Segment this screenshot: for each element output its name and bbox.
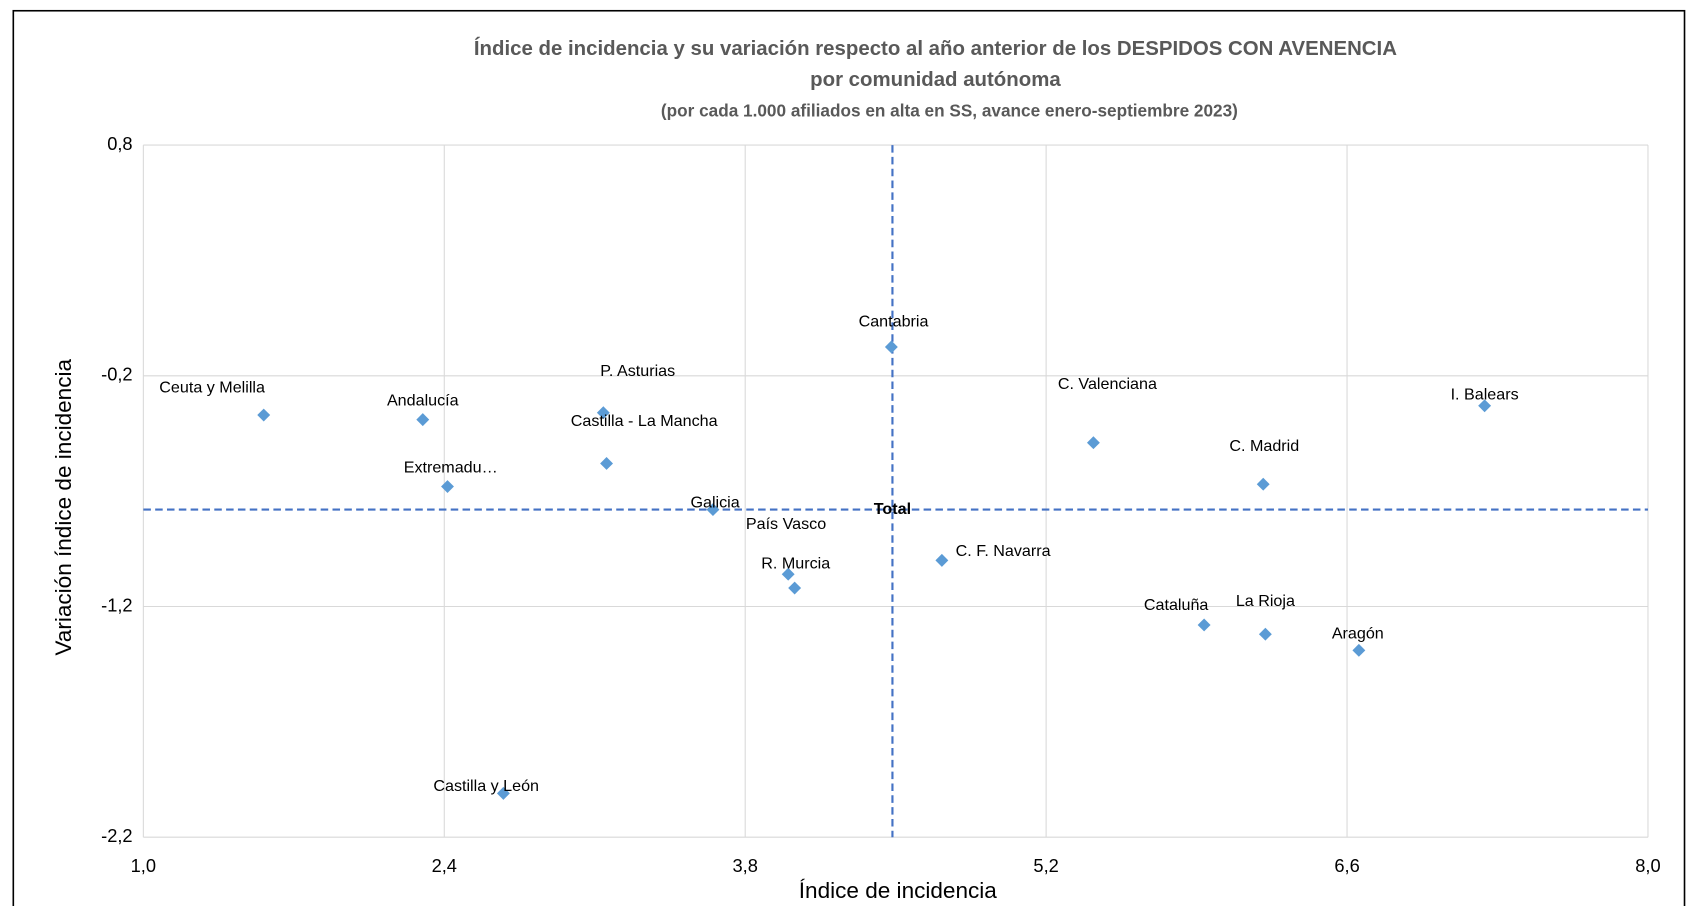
point-label: C. F. Navarra bbox=[956, 542, 1051, 560]
chart-title: Índice de incidencia y su variación resp… bbox=[474, 37, 1397, 60]
point-label: Galicia bbox=[690, 493, 739, 511]
point bbox=[1086, 436, 1100, 450]
point-label: Aragón bbox=[1332, 624, 1384, 642]
y-tick-label: 0,8 bbox=[107, 133, 132, 154]
point bbox=[1478, 399, 1492, 413]
point-label: P. Asturias bbox=[600, 362, 675, 380]
point bbox=[257, 408, 271, 422]
point bbox=[1256, 477, 1270, 491]
point-label: Extremadu… bbox=[404, 459, 498, 477]
point bbox=[416, 413, 430, 427]
chart-note: (por cada 1.000 afiliados en alta en SS,… bbox=[661, 100, 1238, 120]
point-label: Cataluña bbox=[1144, 596, 1209, 614]
point bbox=[596, 406, 610, 420]
point-label: País Vasco bbox=[746, 515, 826, 533]
x-tick-label: 6,6 bbox=[1334, 855, 1359, 876]
x-tick-label: 3,8 bbox=[732, 855, 757, 876]
point bbox=[1197, 618, 1211, 632]
point-label: Castilla y León bbox=[433, 777, 539, 795]
x-tick-label: 8,0 bbox=[1635, 855, 1660, 876]
total-label: Total bbox=[874, 500, 911, 518]
point bbox=[1258, 627, 1272, 641]
y-tick-label: -2,2 bbox=[101, 825, 132, 846]
point bbox=[1352, 643, 1366, 657]
y-tick-label: -1,2 bbox=[101, 594, 132, 615]
x-tick-label: 2,4 bbox=[432, 855, 457, 876]
x-tick-label: 5,2 bbox=[1033, 855, 1058, 876]
point-label: La Rioja bbox=[1236, 592, 1295, 610]
point-label: Ceuta y Melilla bbox=[159, 378, 265, 396]
point bbox=[441, 480, 454, 493]
chart-subtitle: por comunidad autónoma bbox=[810, 69, 1061, 91]
point bbox=[935, 553, 949, 567]
point-label: R. Murcia bbox=[761, 555, 830, 573]
point-label: I. Balears bbox=[1451, 385, 1519, 403]
point bbox=[496, 786, 510, 800]
x-axis-label: Índice de incidencia bbox=[799, 878, 998, 903]
point-label: Castilla - La Mancha bbox=[571, 412, 718, 430]
point-label: C. Madrid bbox=[1229, 437, 1299, 455]
point-label: Cantabria bbox=[859, 313, 929, 331]
point bbox=[788, 581, 802, 595]
y-axis-label: Variación índice de incidencia bbox=[51, 359, 76, 656]
y-tick-label: -0,2 bbox=[101, 364, 132, 385]
point-label: Andalucía bbox=[387, 392, 459, 410]
chart-frame bbox=[12, 9, 1686, 906]
x-tick-label: 1,0 bbox=[131, 855, 156, 876]
point-label: C. Valenciana bbox=[1058, 375, 1157, 393]
